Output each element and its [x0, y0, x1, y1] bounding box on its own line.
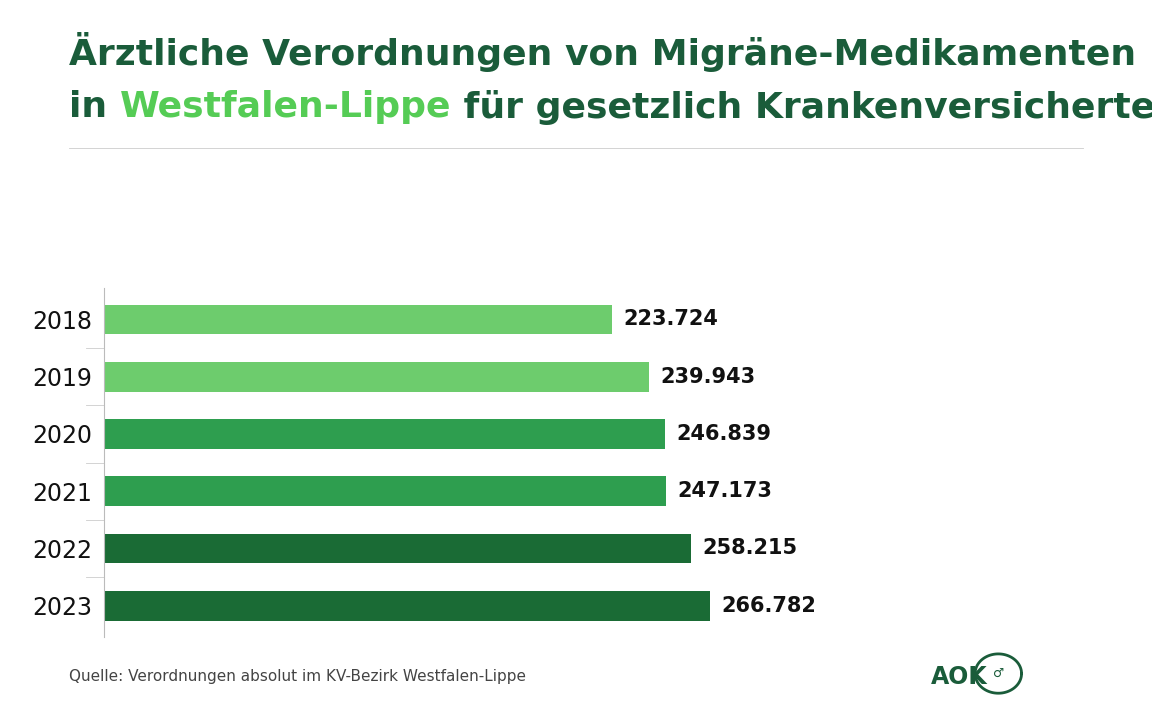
Text: in: in [69, 90, 120, 124]
Text: 266.782: 266.782 [721, 595, 817, 616]
Text: Ärztliche Verordnungen von Migräne-Medikamenten: Ärztliche Verordnungen von Migräne-Medik… [69, 32, 1136, 73]
Bar [104, 534, 691, 563]
Text: 239.943: 239.943 [660, 366, 756, 387]
Text: 258.215: 258.215 [703, 539, 797, 559]
Text: AOK: AOK [931, 665, 987, 689]
Text: Westfalen-Lippe: Westfalen-Lippe [120, 90, 452, 124]
Text: ♂: ♂ [993, 667, 1003, 680]
Text: Quelle: Verordnungen absolut im KV-Bezirk Westfalen-Lippe: Quelle: Verordnungen absolut im KV-Bezir… [69, 670, 526, 684]
Bar [104, 477, 666, 506]
Text: für gesetzlich Krankenversicherte: für gesetzlich Krankenversicherte [452, 90, 1152, 125]
Text: 247.173: 247.173 [677, 481, 772, 501]
Bar [104, 362, 650, 392]
Bar [104, 591, 711, 621]
Text: 246.839: 246.839 [676, 424, 772, 444]
Text: 223.724: 223.724 [623, 310, 719, 330]
Bar [104, 305, 613, 334]
Bar [104, 419, 665, 449]
